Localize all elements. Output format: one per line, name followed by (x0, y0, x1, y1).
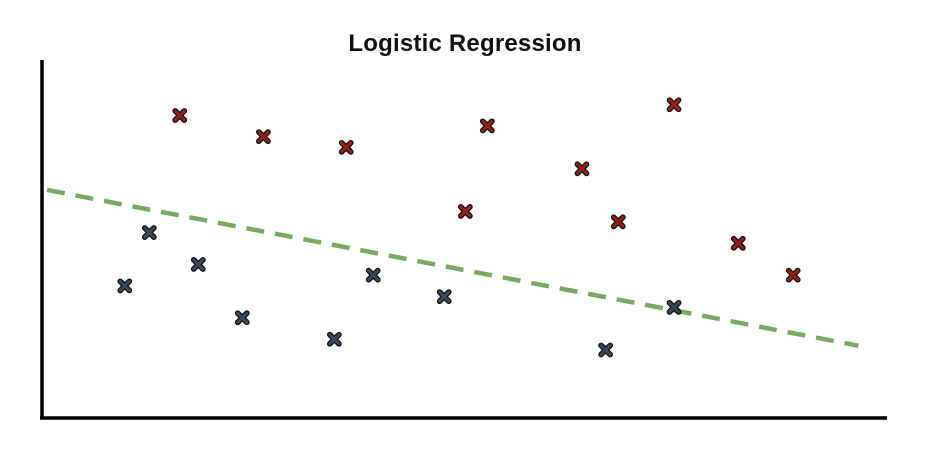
decision-boundary-layer (46, 187, 859, 348)
class-a-point (610, 214, 626, 230)
points-layer (117, 97, 801, 358)
class-b-point (234, 310, 250, 326)
class-b-point (326, 331, 342, 347)
class-a-point (338, 139, 354, 155)
class-b-point (117, 278, 133, 294)
class-b-point (598, 342, 614, 358)
class-b-point (365, 267, 381, 283)
class-b-point (190, 257, 206, 272)
class-b-point (436, 289, 452, 305)
class-a-point (785, 267, 801, 283)
class-b-point (141, 225, 157, 240)
class-b-point (666, 299, 682, 315)
chart-title: Logistic Regression (348, 30, 582, 57)
class-a-point (457, 204, 473, 219)
class-a-point (255, 129, 271, 145)
class-a-point (172, 108, 188, 123)
class-a-point (574, 161, 590, 177)
class-a-point (479, 118, 495, 134)
axes (40, 60, 887, 420)
class-a-point (666, 97, 682, 113)
decision-boundary-line (46, 187, 859, 348)
class-a-point (730, 235, 746, 251)
